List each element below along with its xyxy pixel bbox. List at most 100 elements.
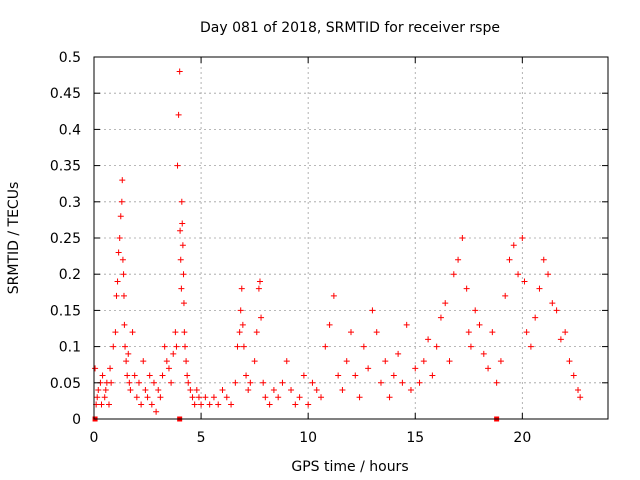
data-point: [283, 358, 290, 365]
data-point: [170, 350, 177, 357]
data-point: [219, 387, 226, 394]
data-point: [112, 329, 119, 336]
y-tick-label: 0.1: [59, 340, 81, 356]
data-point: [553, 307, 560, 314]
x-tick-label: 5: [197, 430, 206, 446]
data-point: [115, 249, 122, 256]
data-point: [575, 387, 582, 394]
data-points: [92, 68, 584, 422]
data-point: [407, 387, 414, 394]
data-point: [377, 379, 384, 386]
data-point: [472, 307, 479, 314]
data-point: [124, 372, 131, 379]
data-point: [176, 68, 183, 75]
data-point: [177, 227, 184, 234]
data-point: [195, 394, 202, 401]
data-point: [365, 365, 372, 372]
data-point: [288, 387, 295, 394]
data-point: [120, 292, 127, 299]
data-point: [356, 394, 363, 401]
data-point: [181, 329, 188, 336]
data-point: [335, 372, 342, 379]
data-point: [144, 394, 151, 401]
data-point: [296, 394, 303, 401]
data-point: [292, 401, 299, 408]
data-point: [153, 408, 160, 415]
data-point: [187, 387, 194, 394]
data-point: [232, 379, 239, 386]
data-point: [395, 350, 402, 357]
data-point: [179, 242, 186, 249]
data-point: [330, 292, 337, 299]
data-point: [429, 372, 436, 379]
data-point: [95, 387, 102, 394]
data-point: [107, 365, 114, 372]
data-point: [279, 379, 286, 386]
data-point: [191, 401, 198, 408]
data-point: [463, 285, 470, 292]
y-tick-label: 0.15: [50, 303, 81, 319]
data-point: [210, 394, 217, 401]
data-point: [386, 394, 393, 401]
data-point: [322, 343, 329, 350]
data-point: [110, 343, 117, 350]
data-point: [175, 111, 182, 118]
data-point: [243, 372, 250, 379]
data-point: [527, 343, 534, 350]
data-point: [122, 343, 129, 350]
data-point: [502, 292, 509, 299]
data-point: [536, 285, 543, 292]
data-point: [521, 278, 528, 285]
data-point: [566, 358, 573, 365]
data-point: [113, 292, 120, 299]
data-point: [119, 256, 126, 263]
data-point: [305, 401, 312, 408]
data-point: [138, 401, 145, 408]
data-point: [309, 379, 316, 386]
data-point: [198, 401, 205, 408]
data-point: [150, 379, 157, 386]
data-point: [121, 321, 128, 328]
data-point: [182, 343, 189, 350]
data-point: [245, 387, 252, 394]
y-tick-label: 0.35: [50, 159, 81, 175]
data-point: [127, 387, 134, 394]
data-point: [450, 271, 457, 278]
data-point: [390, 372, 397, 379]
y-tick-label: 0.4: [59, 122, 81, 138]
data-point: [562, 329, 569, 336]
data-point: [557, 336, 564, 343]
data-point: [476, 321, 483, 328]
data-point: [172, 329, 179, 336]
data-point: [266, 401, 273, 408]
data-point: [399, 379, 406, 386]
data-point: [117, 213, 124, 220]
data-point: [467, 343, 474, 350]
data-point: [133, 394, 140, 401]
data-point: [123, 358, 130, 365]
data-point: [140, 358, 147, 365]
y-tick-label: 0.5: [59, 50, 81, 66]
data-point: [373, 329, 380, 336]
data-point: [382, 358, 389, 365]
data-point: [532, 314, 539, 321]
data-point: [223, 394, 230, 401]
data-point: [339, 387, 346, 394]
data-point: [549, 300, 556, 307]
y-tick-label: 0: [72, 412, 81, 428]
data-point: [101, 394, 108, 401]
data-point: [148, 401, 155, 408]
data-point: [352, 372, 359, 379]
data-point: [102, 387, 109, 394]
data-point: [369, 307, 376, 314]
y-tick-label: 0.3: [59, 195, 81, 211]
data-point: [442, 300, 449, 307]
data-point: [437, 314, 444, 321]
data-point: [348, 329, 354, 336]
data-point: [118, 198, 125, 205]
grid: [94, 57, 608, 419]
data-point: [131, 372, 138, 379]
data-point: [202, 394, 209, 401]
data-point: [173, 343, 180, 350]
data-point: [180, 300, 187, 307]
